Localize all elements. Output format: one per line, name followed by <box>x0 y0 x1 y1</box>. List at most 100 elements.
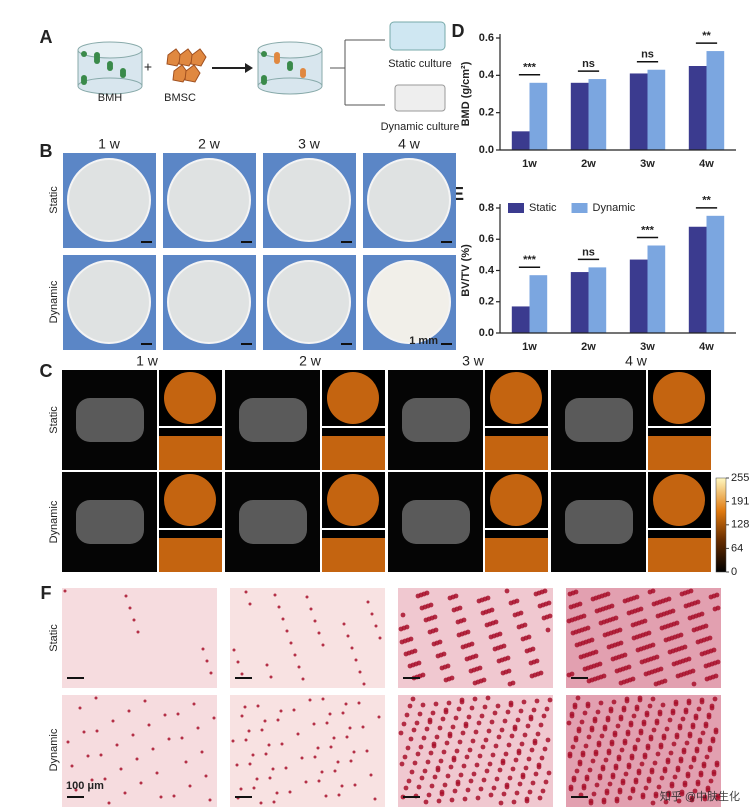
stain <box>480 610 486 616</box>
panel-label: F <box>41 583 52 603</box>
stain <box>516 750 522 756</box>
stain <box>427 719 433 725</box>
stain <box>421 735 427 741</box>
stain <box>658 744 664 750</box>
particle <box>81 51 87 57</box>
stain <box>431 743 437 749</box>
stain <box>514 790 520 796</box>
bar <box>570 272 589 333</box>
stain <box>489 719 495 725</box>
stain <box>541 713 547 719</box>
stain <box>151 747 155 751</box>
stain <box>268 776 272 780</box>
stain <box>530 780 536 786</box>
colorbar-tick-label: 64 <box>731 542 743 554</box>
stain <box>478 786 484 792</box>
legend-label: Dynamic <box>593 202 636 214</box>
stain <box>517 781 523 787</box>
stain <box>492 710 498 716</box>
significance-label: ** <box>702 30 711 42</box>
dish-dynamic <box>394 84 446 112</box>
stain <box>628 722 634 728</box>
stain <box>598 700 604 706</box>
column-label: 1 w <box>98 136 121 152</box>
x-tick-label: 1w <box>522 158 537 170</box>
stain <box>192 702 196 706</box>
stain <box>614 668 620 674</box>
stain <box>566 618 572 624</box>
stain <box>452 788 458 794</box>
stain <box>404 712 410 718</box>
stain <box>369 773 373 777</box>
stain <box>534 698 540 704</box>
dish-static <box>389 21 446 51</box>
stain <box>659 625 665 631</box>
stain <box>451 757 457 763</box>
stain <box>636 770 642 776</box>
stain <box>472 680 478 686</box>
stain <box>344 702 348 706</box>
stain <box>209 671 213 675</box>
ct-side-slice <box>322 538 385 572</box>
stain <box>570 630 576 636</box>
stain <box>440 716 446 722</box>
significance-label: *** <box>523 254 537 266</box>
stain <box>669 783 675 789</box>
stain <box>506 742 512 748</box>
stain <box>407 663 413 669</box>
stain <box>639 659 645 665</box>
bar <box>511 131 530 150</box>
stain <box>706 714 712 720</box>
stain <box>665 759 671 765</box>
stain <box>577 761 583 767</box>
x-tick-label: 2w <box>581 158 596 170</box>
legend-swatch <box>508 203 524 213</box>
stain <box>420 702 426 708</box>
stain <box>711 771 717 777</box>
stain <box>535 731 541 737</box>
stain <box>416 784 422 790</box>
stain <box>350 646 354 650</box>
stain <box>231 739 235 743</box>
stain <box>568 604 574 610</box>
stain <box>575 695 581 701</box>
stain <box>107 801 111 805</box>
stain <box>457 739 463 745</box>
stain <box>450 724 456 730</box>
stain <box>708 778 714 784</box>
bar <box>688 66 707 150</box>
stain <box>469 705 475 711</box>
particle <box>107 61 113 67</box>
stain <box>713 729 719 735</box>
stain <box>547 697 553 703</box>
stain <box>321 643 325 647</box>
stain <box>346 634 350 638</box>
legend-label: Static <box>529 202 557 214</box>
stain <box>276 718 280 722</box>
stain <box>264 752 268 756</box>
stain <box>503 751 509 757</box>
stain <box>484 622 490 628</box>
significance-label: *** <box>523 62 537 74</box>
stain <box>583 743 589 749</box>
stain <box>212 716 216 720</box>
panel-label: B <box>40 141 53 161</box>
stain <box>533 591 539 597</box>
stain <box>545 737 551 743</box>
stain <box>653 681 659 687</box>
stain <box>504 784 510 790</box>
stain <box>465 787 471 793</box>
stain <box>507 681 513 687</box>
stain <box>499 727 505 733</box>
stain <box>695 781 701 787</box>
stain <box>431 641 437 647</box>
stain <box>676 798 682 804</box>
stain <box>590 758 596 764</box>
significance-label: ns <box>582 58 595 70</box>
stain <box>532 740 538 746</box>
stain <box>486 728 492 734</box>
stain <box>474 762 480 768</box>
stain <box>159 795 163 799</box>
scaffold-bottom <box>77 77 143 95</box>
